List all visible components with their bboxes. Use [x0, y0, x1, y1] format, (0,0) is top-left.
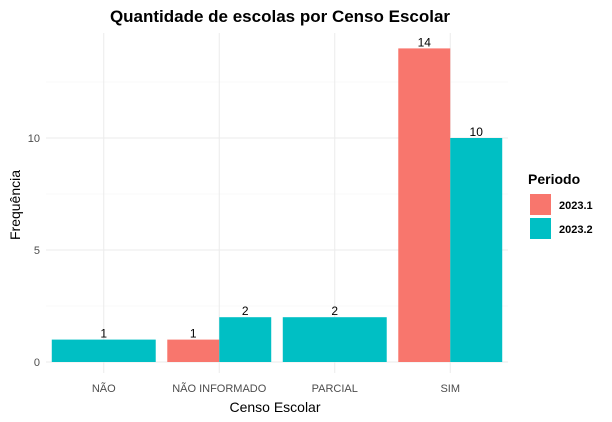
legend-title: Periodo: [528, 171, 580, 187]
legend-swatch: [530, 218, 551, 239]
y-tick-label: 10: [28, 133, 40, 145]
legend-items: 2023.1 2023.2: [530, 194, 593, 239]
chart-title: Quantidade de escolas por Censo Escolar: [110, 7, 450, 26]
bars-layer: [51, 48, 503, 363]
x-axis-title: Censo Escolar: [229, 399, 320, 415]
legend-swatch: [530, 194, 551, 215]
bar-value-label: 10: [470, 125, 484, 139]
x-tick-label: SIM: [440, 383, 460, 395]
bar-2023-2-n-o-informado: [219, 317, 272, 362]
bar-value-label: 1: [190, 327, 197, 341]
bar-value-label: 2: [242, 304, 249, 318]
x-tick-label: PARCIAL: [312, 383, 358, 395]
bar-value-label: 14: [418, 35, 432, 49]
bar-2023-2-sim: [450, 138, 503, 362]
data-labels-layer: 1 1 2 2 14 10: [100, 35, 483, 340]
legend-label: 2023.2: [559, 224, 593, 236]
bar-2023-2-parcial: [282, 317, 387, 362]
bar-2023-1-sim: [398, 48, 451, 363]
bar-value-label: 1: [100, 327, 107, 341]
legend: Periodo 2023.1 2023.2: [528, 171, 593, 239]
axes-layer: 0 5 10 NÃO NÃO INFORMADO PARCIAL SIM: [28, 133, 460, 395]
x-tick-label: NÃO INFORMADO: [172, 382, 267, 395]
legend-label: 2023.1: [559, 200, 593, 212]
bar-2023-1-n-o-informado: [167, 339, 220, 362]
y-tick-label: 0: [34, 357, 40, 369]
x-tick-label: NÃO: [92, 382, 116, 395]
y-tick-label: 5: [34, 245, 40, 257]
bar-2023-2-n-o: [51, 339, 156, 362]
y-axis-title: Frequência: [7, 170, 23, 240]
bar-value-label: 2: [331, 304, 338, 318]
